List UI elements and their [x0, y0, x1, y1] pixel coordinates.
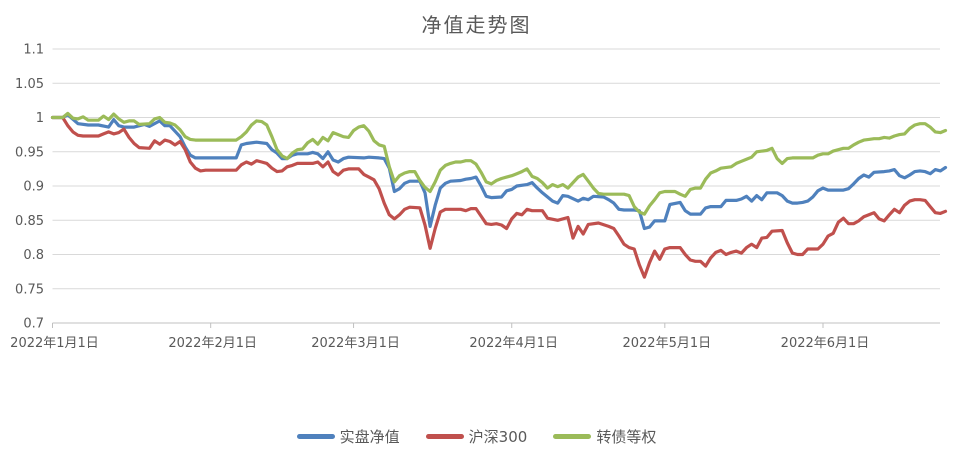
legend-line-swatch-red	[425, 434, 464, 439]
series-line-1	[50, 115, 948, 279]
x-tick-label: 2022年3月1日	[311, 336, 400, 351]
legend-label: 实盘净值	[339, 428, 400, 446]
series-line-2	[50, 111, 948, 216]
legend-label: 转债等权	[596, 428, 657, 446]
x-tick-label: 2022年4月1日	[469, 336, 558, 351]
y-tick-label: 0.85	[15, 214, 44, 229]
legend-item-zhuanzhai: 转债等权	[553, 426, 656, 447]
x-tick-label: 2022年6月1日	[781, 336, 870, 351]
legend-item-hushen300: 沪深300	[425, 426, 528, 447]
y-tick-label: 0.9	[23, 180, 44, 195]
y-tick-label: 0.7	[23, 317, 44, 332]
y-tick-label: 0.8	[23, 248, 44, 263]
chart-title: 净值走势图	[421, 13, 532, 37]
y-tick-label: 1.1	[23, 43, 44, 58]
series-line-0	[50, 113, 948, 231]
series-lines	[50, 111, 948, 279]
x-tick-label: 2022年2月1日	[168, 336, 257, 351]
y-tick-label: 1.05	[15, 77, 44, 92]
x-tick-label: 2022年5月1日	[622, 336, 711, 351]
x-tick-label: 2022年1月1日	[10, 336, 99, 351]
y-tick-label: 0.95	[15, 145, 44, 160]
legend-line-swatch-blue	[296, 434, 335, 439]
x-axis: 2022年1月1日 2022年2月1日 2022年3月1日 2022年4月1日 2022…	[10, 322, 940, 351]
legend-label: 沪深300	[468, 428, 528, 446]
legend: 实盘净值 沪深300 转债等权	[0, 426, 953, 447]
y-axis-labels: 1.1 1.05 1 0.95 0.9 0.85 0.8 0.75 0.7	[15, 43, 44, 332]
y-tick-label: 0.75	[15, 282, 44, 297]
legend-item-shipan: 实盘净值	[296, 426, 400, 447]
y-tick-label: 1	[36, 111, 44, 126]
gridlines	[52, 48, 940, 324]
legend-line-swatch-green	[553, 434, 592, 439]
